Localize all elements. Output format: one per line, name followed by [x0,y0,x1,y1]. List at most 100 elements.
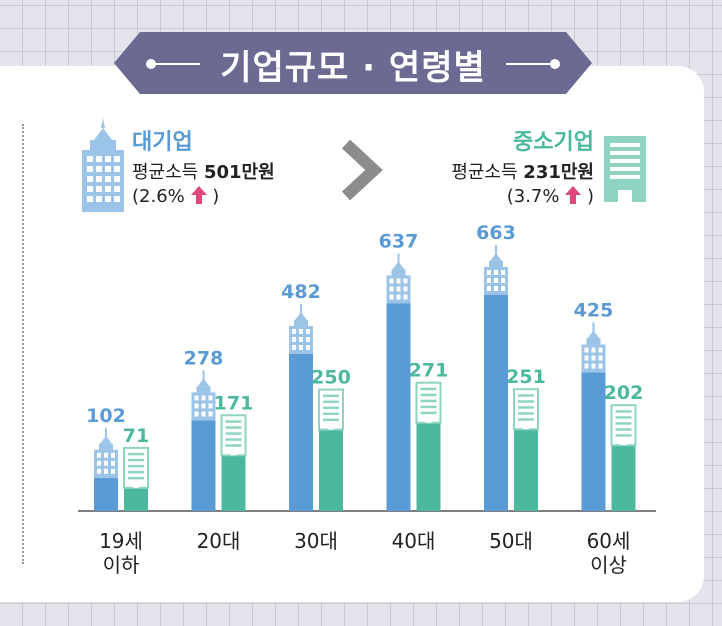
large-value-label: 278 [184,347,224,369]
crown-tier [294,319,308,326]
banner-dot-left [146,59,156,69]
crown-window [104,468,108,474]
crown-stripe [420,387,437,391]
crown-window [104,452,108,458]
crown-window [201,403,206,409]
small-company-bar-group: 202 [604,382,643,511]
crown-window [494,286,498,291]
crown-window [501,278,505,283]
crown-roof [100,435,112,444]
crown-stripe [323,412,339,416]
crown-window [97,468,101,474]
large-company-bar-group: 663 [476,222,516,511]
crown-tier [196,386,211,393]
crown-window [201,395,206,401]
crown-door [620,439,627,446]
crown-door [133,481,139,488]
crown-roof [197,378,210,387]
category-label-line: 30대 [294,529,338,553]
crown-window [598,355,603,361]
crown-window [501,286,505,291]
large-company-bar [581,372,606,511]
crown-stripe [323,400,339,404]
crown-window [208,395,213,401]
small-company-bar [124,487,148,511]
large-company-bar [191,420,216,511]
legend-small-name: 중소기업 [513,130,594,155]
legend-large-income: 평균소득 501만원 [132,158,275,184]
legend-small-income-value: 231만원 [523,162,594,183]
crown-window [403,278,408,284]
crown-stripe [323,406,339,410]
title-banner: 기업규모 · 연령별 [114,32,592,94]
crown-stripe [420,393,437,397]
crown-antenna [202,370,205,380]
small-company-bar [221,455,246,511]
small-company-bar-group: 71 [123,425,149,511]
crown-window [104,460,108,466]
small-value-label: 251 [506,366,546,388]
category-label-line: 60세 [587,529,631,553]
legend-small-income-label: 평균소득 [451,162,518,183]
large-company-bar-group: 278 [184,347,224,511]
crown-window [194,411,199,417]
up-arrow-icon [565,186,582,204]
crown-stripe [615,410,632,413]
crown-window [396,278,401,284]
crown-stripe [615,434,632,437]
crown-window [208,411,213,417]
small-company-bar [514,429,538,511]
crown-window [306,336,310,342]
small-value-label: 171 [214,392,254,414]
crown-window [306,344,310,350]
chart-title: 기업규모 · 연령별 [220,48,486,88]
crown-antenna [397,253,400,263]
category-label: 19세 이하 [99,529,143,577]
crown-window [494,270,498,275]
chevron-right-icon [341,140,383,200]
crown-stripe [225,438,242,441]
small-company-bar-group: 271 [409,360,448,511]
crown-window [403,294,408,300]
crown-stripe [128,476,144,480]
crown-window [194,403,199,409]
crown-window [299,344,303,350]
large-value-label: 425 [574,300,614,322]
crown-window [111,460,115,466]
small-company-bar [416,422,441,511]
large-value-label: 482 [281,281,321,303]
small-company-bar-group: 251 [506,366,546,511]
crown-window [494,278,498,283]
crown-window [396,294,401,300]
banner-line-right [506,63,552,65]
large-company-bar [386,303,411,511]
category-label-line: 50대 [489,529,533,553]
category-label: 40대 [392,529,436,553]
legend-small-pct: (3.7% [506,186,560,207]
small-company-building-icon [604,136,646,202]
crown-tier [586,338,601,345]
crown-window [194,395,199,401]
crown-window [208,403,213,409]
crown-window [97,460,101,466]
crown-tier [99,443,113,450]
large-company-bar-group: 482 [281,281,321,511]
category-label-line: 이상 [590,553,627,577]
crown-window [299,336,303,342]
legend-small-income: 평균소득 231만원 [420,158,594,184]
crown-window [292,344,296,350]
crown-tier [489,261,503,267]
large-company-bar [94,477,118,511]
crown-window [292,336,296,342]
large-value-label: 637 [379,230,419,252]
crown-window [487,270,491,275]
crown-stripe [225,426,242,429]
crown-window [396,286,401,292]
crown-stripe [420,399,437,403]
crown-door [425,416,432,423]
small-company-bar-group: 250 [311,367,351,511]
up-arrow-icon [190,186,207,204]
crown-window [292,328,296,334]
legend-large-income-value: 501만원 [203,162,275,183]
